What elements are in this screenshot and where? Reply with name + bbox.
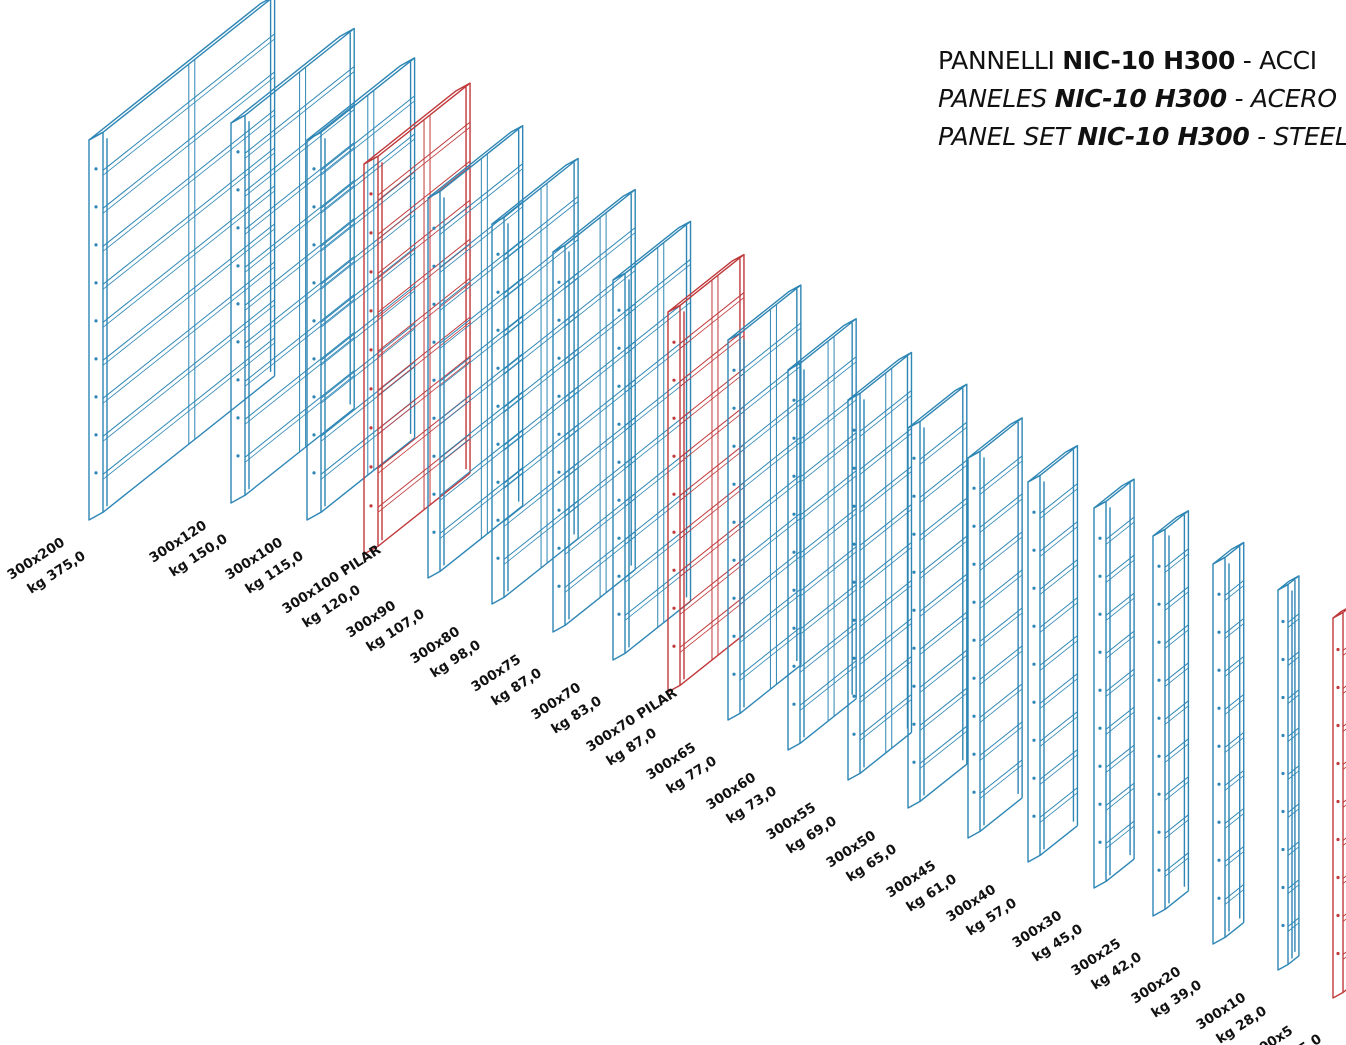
title-es-model: NIC-10 H300: [1054, 84, 1228, 113]
panel-12: [847, 351, 913, 781]
panel-3: [306, 57, 416, 521]
title-en-suffix: - STEEL: [1249, 122, 1346, 151]
panel-14: [967, 417, 1023, 839]
panels-layer: [88, 0, 1346, 999]
panel-1: [88, 0, 276, 521]
title-line-es: PANELES NIC-10 H300 - ACERO: [938, 84, 1337, 113]
panel-17: [1152, 510, 1190, 917]
panel-2: [230, 27, 355, 504]
title-it-model: NIC-10 H300: [1062, 46, 1236, 75]
title-es-prefix: PANELES: [938, 84, 1055, 113]
title-it-prefix: PANNELLI: [938, 46, 1063, 75]
panel-15: [1027, 444, 1079, 863]
panel-9: [667, 253, 745, 693]
panel-8: [612, 220, 692, 661]
panel-11: [787, 318, 857, 751]
panel-7: [552, 188, 636, 633]
panel-19: [1277, 575, 1300, 971]
title-en-model: NIC-10 H300: [1077, 122, 1250, 151]
panel-13: [907, 383, 968, 809]
title-en-prefix: PANEL SET: [938, 122, 1078, 151]
panel-20: [1332, 608, 1346, 999]
panel-4: [363, 82, 471, 555]
title-it-suffix: - ACCI: [1235, 46, 1317, 75]
panel-size-label: 300x5: [1248, 1023, 1296, 1045]
title-line-en: PANEL SET NIC-10 H300 - STEEL: [938, 122, 1346, 151]
panel-10: [727, 284, 802, 721]
panel-18: [1212, 541, 1245, 945]
title-line-it: PANNELLI NIC-10 H300 - ACCI: [938, 46, 1317, 75]
title-es-suffix: - ACERO: [1226, 84, 1337, 113]
panel-16: [1093, 478, 1135, 889]
panel-5: [427, 124, 524, 579]
